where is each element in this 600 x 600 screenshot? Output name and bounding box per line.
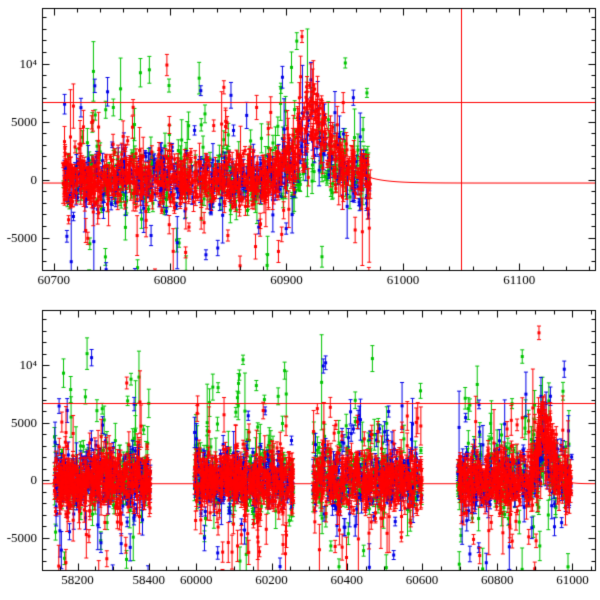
light-curve-figure bbox=[0, 0, 600, 600]
chart-canvas bbox=[0, 0, 600, 600]
